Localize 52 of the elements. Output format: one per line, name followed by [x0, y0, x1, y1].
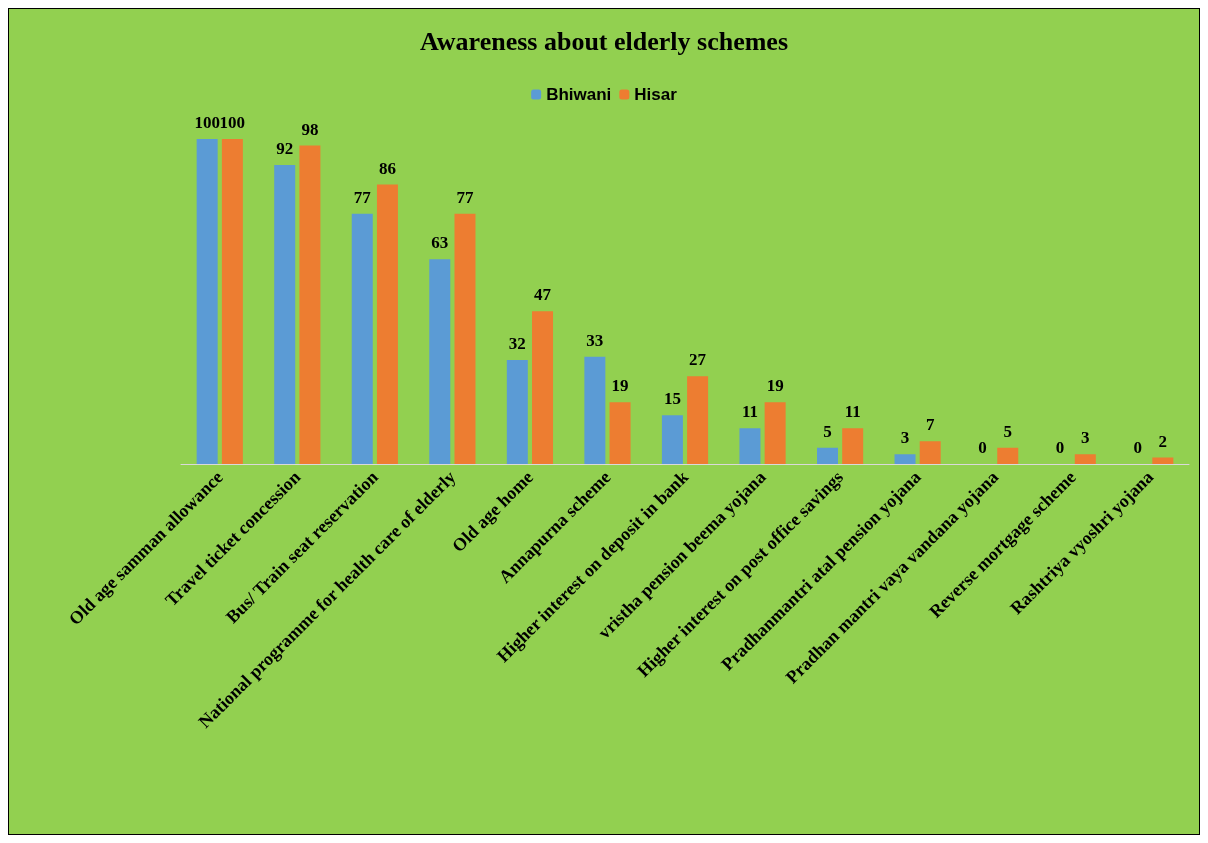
data-label: 33: [586, 330, 604, 350]
bar: [429, 259, 451, 464]
data-label: 0: [978, 438, 987, 457]
data-label: 98: [301, 119, 319, 139]
data-label: 15: [663, 389, 681, 409]
data-label: 19: [766, 376, 784, 396]
data-label: 32: [508, 334, 526, 353]
legend-label: Hisar: [634, 85, 678, 104]
data-label: 5: [1003, 421, 1012, 441]
bar: [506, 360, 528, 464]
bar: [351, 213, 373, 464]
data-label: 2: [1158, 431, 1168, 451]
bar: [274, 165, 296, 464]
data-label: 11: [844, 402, 861, 422]
bar: [376, 184, 398, 464]
data-label: 0: [1055, 438, 1065, 457]
data-label: 7: [925, 415, 935, 435]
bar: [661, 415, 683, 464]
data-label: 11: [741, 402, 758, 422]
legend-label: Bhiwani: [546, 85, 612, 104]
bar: [997, 447, 1019, 464]
data-label: 100: [194, 113, 220, 132]
data-label: 63: [431, 233, 449, 253]
bar: [532, 311, 554, 464]
data-label: 47: [534, 285, 552, 305]
chart-title: Awareness about elderly schemes: [419, 26, 789, 56]
data-label: 0: [1133, 438, 1142, 457]
data-label: 100: [219, 113, 246, 132]
data-label: 92: [276, 139, 294, 158]
data-label: 5: [823, 421, 832, 441]
data-label: 19: [611, 376, 629, 396]
bar: [764, 402, 786, 464]
data-label: 77: [456, 187, 474, 207]
bar: [919, 441, 941, 464]
bar: [299, 145, 321, 464]
data-label: 86: [378, 158, 396, 178]
data-label: 3: [1081, 428, 1090, 448]
data-label: 77: [353, 187, 372, 207]
bar: [196, 139, 218, 464]
bar: [816, 447, 838, 464]
bar: [1152, 457, 1174, 464]
bar: [454, 213, 476, 464]
data-label: 27: [689, 350, 707, 370]
bar: [609, 402, 631, 464]
data-label: 3: [900, 428, 910, 448]
bar: [842, 428, 864, 464]
bar: [739, 428, 761, 464]
bar: [584, 356, 606, 464]
bar: [894, 454, 916, 464]
bar: [1074, 454, 1096, 464]
bar: [687, 376, 709, 464]
bar: [221, 139, 243, 464]
